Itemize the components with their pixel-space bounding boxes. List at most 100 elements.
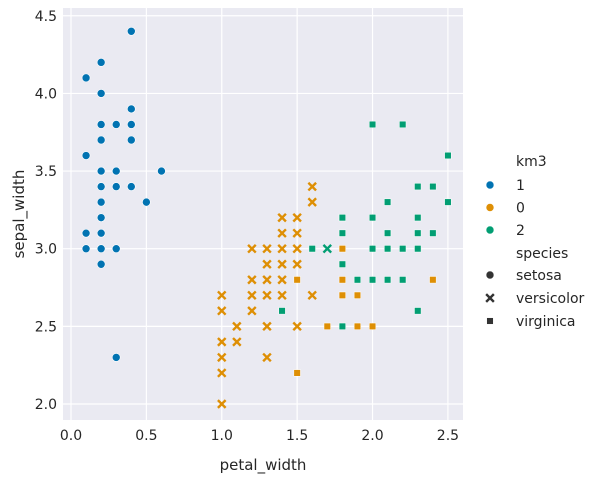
data-point-virginica-km3-2 <box>429 183 437 191</box>
data-point-versicolor-km3-0 <box>217 368 227 378</box>
data-point-versicolor-km3-0 <box>217 399 227 409</box>
data-point-virginica-km3-2 <box>444 198 452 206</box>
data-point-setosa-km3-1 <box>127 26 136 36</box>
data-point-virginica-km3-2 <box>308 245 316 253</box>
data-point-virginica-km3-2 <box>399 245 407 253</box>
data-point-setosa-km3-1 <box>127 120 136 129</box>
data-point-setosa-km3-1 <box>127 135 136 145</box>
data-point-setosa-km3-1 <box>96 135 106 145</box>
data-point-versicolor-km3-0 <box>307 290 317 300</box>
x-tick-label: 1.0 <box>211 428 233 444</box>
data-point-setosa-km3-1 <box>96 89 106 98</box>
data-point-virginica-km3-2 <box>384 245 392 253</box>
y-tick-label: 2.5 <box>35 319 57 335</box>
data-point-virginica-km3-0 <box>338 276 346 284</box>
data-point-versicolor-km3-0 <box>262 352 272 363</box>
data-point-virginica-km3-2 <box>278 307 286 315</box>
data-point-setosa-km3-1 <box>127 104 136 114</box>
data-point-versicolor-km3-0 <box>292 259 302 269</box>
data-point-virginica-km3-0 <box>353 291 362 299</box>
data-point-virginica-km3-2 <box>368 245 377 253</box>
x-tick-label: 1.5 <box>286 428 308 444</box>
data-point-virginica-km3-0 <box>368 322 377 330</box>
data-point-setosa-km3-1 <box>96 197 106 207</box>
data-point-versicolor-km3-0 <box>217 352 227 363</box>
y-tick-label: 2.0 <box>35 397 57 413</box>
legend-marker-km3-2 <box>485 225 495 235</box>
data-point-virginica-km3-2 <box>338 214 346 222</box>
data-point-setosa-km3-1 <box>111 353 121 362</box>
data-point-virginica-km3-2 <box>414 229 422 237</box>
data-point-versicolor-km3-0 <box>277 275 287 285</box>
legend-label-km3: 0 <box>516 201 525 217</box>
data-point-setosa-km3-1 <box>96 166 106 176</box>
data-point-setosa-km3-1 <box>96 259 106 269</box>
x-axis-label: petal_width <box>220 456 307 475</box>
data-point-virginica-km3-2 <box>384 276 392 284</box>
data-point-versicolor-km3-0 <box>277 244 287 254</box>
legend-marker-km3-0 <box>485 203 495 212</box>
data-point-versicolor-km3-0 <box>232 321 242 332</box>
x-tick-label: 2.5 <box>437 428 459 444</box>
data-point-versicolor-km3-0 <box>232 337 242 347</box>
data-point-versicolor-km3-0 <box>307 181 317 192</box>
data-point-setosa-km3-1 <box>127 182 136 191</box>
data-point-versicolor-km3-0 <box>217 337 227 347</box>
data-point-versicolor-km3-0 <box>277 259 287 269</box>
data-point-virginica-km3-0 <box>338 291 346 299</box>
data-point-versicolor-km3-0 <box>262 321 272 332</box>
data-point-setosa-km3-1 <box>81 228 91 238</box>
legend-label-km3: 2 <box>516 223 525 239</box>
y-tick-label: 3.5 <box>35 164 57 180</box>
legend-label-species: versicolor <box>516 291 585 307</box>
data-point-setosa-km3-1 <box>111 244 121 254</box>
data-point-virginica-km3-2 <box>338 229 346 237</box>
data-point-virginica-km3-0 <box>323 322 331 330</box>
y-tick-label: 4.0 <box>35 86 57 102</box>
data-point-setosa-km3-1 <box>111 120 121 129</box>
data-point-versicolor-km3-0 <box>262 275 272 285</box>
legend-label-km3: 1 <box>516 178 525 194</box>
y-tick-label: 3.0 <box>35 242 57 258</box>
data-point-versicolor-km3-0 <box>262 290 272 300</box>
data-point-versicolor-km3-0 <box>292 228 302 238</box>
data-point-setosa-km3-1 <box>81 73 91 83</box>
data-point-virginica-km3-2 <box>444 151 452 160</box>
data-point-virginica-km3-0 <box>338 245 346 253</box>
data-point-versicolor-km3-0 <box>262 244 272 254</box>
data-point-setosa-km3-1 <box>111 182 121 191</box>
data-point-virginica-km3-2 <box>414 183 422 191</box>
data-point-virginica-km3-2 <box>399 120 407 129</box>
legend-marker-setosa <box>485 270 495 280</box>
legend-marker-virginica <box>486 317 494 325</box>
data-point-versicolor-km3-0 <box>247 290 257 300</box>
data-point-virginica-km3-2 <box>368 214 377 222</box>
x-tick-label: 2.0 <box>361 428 383 444</box>
data-point-setosa-km3-1 <box>142 197 151 207</box>
data-point-setosa-km3-1 <box>96 120 106 129</box>
data-point-virginica-km3-2 <box>368 276 377 284</box>
data-point-versicolor-km3-0 <box>217 306 227 316</box>
data-point-setosa-km3-1 <box>96 228 106 238</box>
x-tick-label: 0.5 <box>135 428 157 444</box>
legend-label-species: setosa <box>516 268 562 284</box>
data-point-versicolor-km3-0 <box>247 306 257 316</box>
data-point-setosa-km3-1 <box>111 166 121 176</box>
data-point-setosa-km3-1 <box>96 58 106 67</box>
data-point-versicolor-km3-0 <box>277 228 287 238</box>
y-axis-label: sepal_width <box>10 170 29 259</box>
data-point-virginica-km3-2 <box>368 120 377 129</box>
data-point-setosa-km3-1 <box>96 244 106 254</box>
y-tick-label: 4.5 <box>35 9 57 25</box>
legend-hue-title: km3 <box>516 154 547 170</box>
data-point-versicolor-km3-0 <box>292 212 302 223</box>
data-point-virginica-km3-2 <box>414 214 422 222</box>
data-point-virginica-km3-2 <box>429 229 437 237</box>
data-point-virginica-km3-0 <box>293 276 301 284</box>
data-point-virginica-km3-0 <box>293 369 301 377</box>
data-point-versicolor-km3-0 <box>262 259 272 269</box>
legend-marker-versicolor <box>485 293 495 303</box>
data-point-versicolor-km3-0 <box>247 275 257 285</box>
plot-area <box>63 8 463 420</box>
